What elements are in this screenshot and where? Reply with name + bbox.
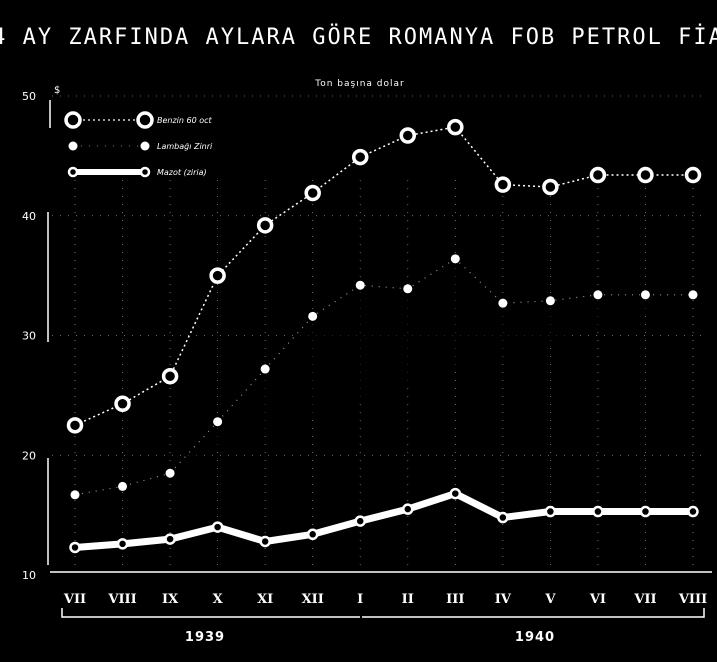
benzin-point	[447, 118, 464, 136]
legend-label: Lambağı Zinri	[157, 142, 213, 151]
legend-label: Mazot (ziria)	[157, 168, 207, 177]
lamba-point	[545, 296, 555, 306]
benzin-point	[684, 166, 702, 184]
benzin-point	[209, 267, 226, 284]
lamba-point	[165, 468, 175, 478]
chart-title: SON 14 AY ZARFINDA AYLARA GÖRE ROMANYA F…	[0, 24, 717, 50]
lamba-point	[593, 290, 603, 300]
benzin-point	[114, 395, 131, 413]
benzin-point	[256, 217, 274, 234]
x-tick-label: X	[213, 592, 224, 607]
mazot-point	[639, 505, 652, 518]
x-tick-label: XII	[302, 592, 324, 607]
benzin-point	[66, 417, 84, 434]
series-points	[66, 118, 702, 554]
benzin-point	[637, 166, 654, 184]
x-tick-label: III	[446, 592, 464, 607]
benzin-point	[589, 166, 607, 184]
series-line-mazot	[74, 490, 693, 551]
x-tick-label: V	[544, 592, 556, 607]
year-label-1940: 1940	[515, 630, 555, 645]
year-label-1939: 1939	[185, 630, 225, 645]
lamba-point	[213, 417, 223, 427]
mazot-point	[687, 505, 699, 518]
x-tick-label: II	[402, 592, 414, 607]
lamba-point	[355, 280, 365, 290]
lamba-point	[403, 284, 413, 294]
x-tick-label: VII	[633, 592, 656, 607]
mazot-point	[592, 505, 604, 518]
mazot-point	[164, 533, 176, 545]
x-tick-label: VIII	[678, 592, 707, 607]
mazot-point	[116, 538, 129, 550]
legend-marker	[64, 111, 82, 129]
x-tick-labels: VII VIII IX X XI XII I II III IV V VI VII VIII	[63, 592, 707, 607]
lamba-point	[308, 311, 318, 321]
y-tick-label: 50	[22, 90, 36, 103]
y-axis-unit: $	[54, 85, 60, 96]
benzin-point	[161, 367, 179, 385]
legend-marker	[136, 111, 154, 129]
y-tick-label: 20	[22, 449, 36, 462]
mazot-point	[544, 505, 557, 518]
mazot-point	[306, 528, 319, 541]
benzin-point	[399, 127, 417, 144]
x-tick-label: IX	[162, 592, 179, 607]
series-lines	[74, 126, 693, 551]
x-tick-label: IV	[495, 592, 512, 607]
mazot-point	[497, 511, 509, 524]
x-tick-label: VIII	[107, 592, 136, 607]
mazot-point	[211, 521, 224, 533]
legend-marker	[140, 141, 150, 151]
lamba-point	[640, 290, 650, 300]
x-tick-label: VI	[589, 592, 606, 607]
lamba-point	[498, 298, 508, 308]
legend: Benzin 60 oct Lambağı Zinri Mazot (ziria)	[64, 111, 213, 178]
mazot-point	[354, 515, 366, 527]
lamba-point	[70, 490, 80, 500]
year-bracket-1940	[362, 608, 705, 618]
lamba-point	[688, 290, 698, 300]
series-line-lamba	[74, 258, 693, 496]
lamba-point	[118, 481, 128, 491]
lamba-point	[260, 364, 270, 374]
y-tick-label: 40	[22, 210, 36, 223]
x-tick-label: XI	[257, 592, 273, 607]
benzin-point	[351, 148, 369, 166]
legend-label: Benzin 60 oct	[157, 116, 213, 125]
series-line-benzin	[74, 126, 693, 426]
mazot-point	[69, 541, 81, 554]
y-tick-label: 30	[22, 330, 36, 343]
benzin-point	[494, 176, 512, 193]
x-tick-label: I	[357, 592, 363, 607]
legend-marker	[68, 141, 78, 151]
y-tick-label: 10	[22, 569, 36, 582]
benzin-point	[542, 178, 559, 196]
chart-subtitle: Ton başına dolar	[314, 79, 404, 89]
x-tick-label: VII	[63, 592, 86, 607]
mazot-point	[402, 503, 414, 515]
legend-marker	[139, 166, 151, 178]
mazot-point	[449, 487, 462, 500]
benzin-point	[304, 184, 321, 202]
y-tick-labels: 10 20 30 40 50	[22, 90, 36, 582]
legend-marker	[67, 166, 79, 178]
year-bracket-1939	[61, 608, 360, 618]
mazot-point	[259, 535, 271, 548]
lamba-point	[450, 254, 460, 264]
